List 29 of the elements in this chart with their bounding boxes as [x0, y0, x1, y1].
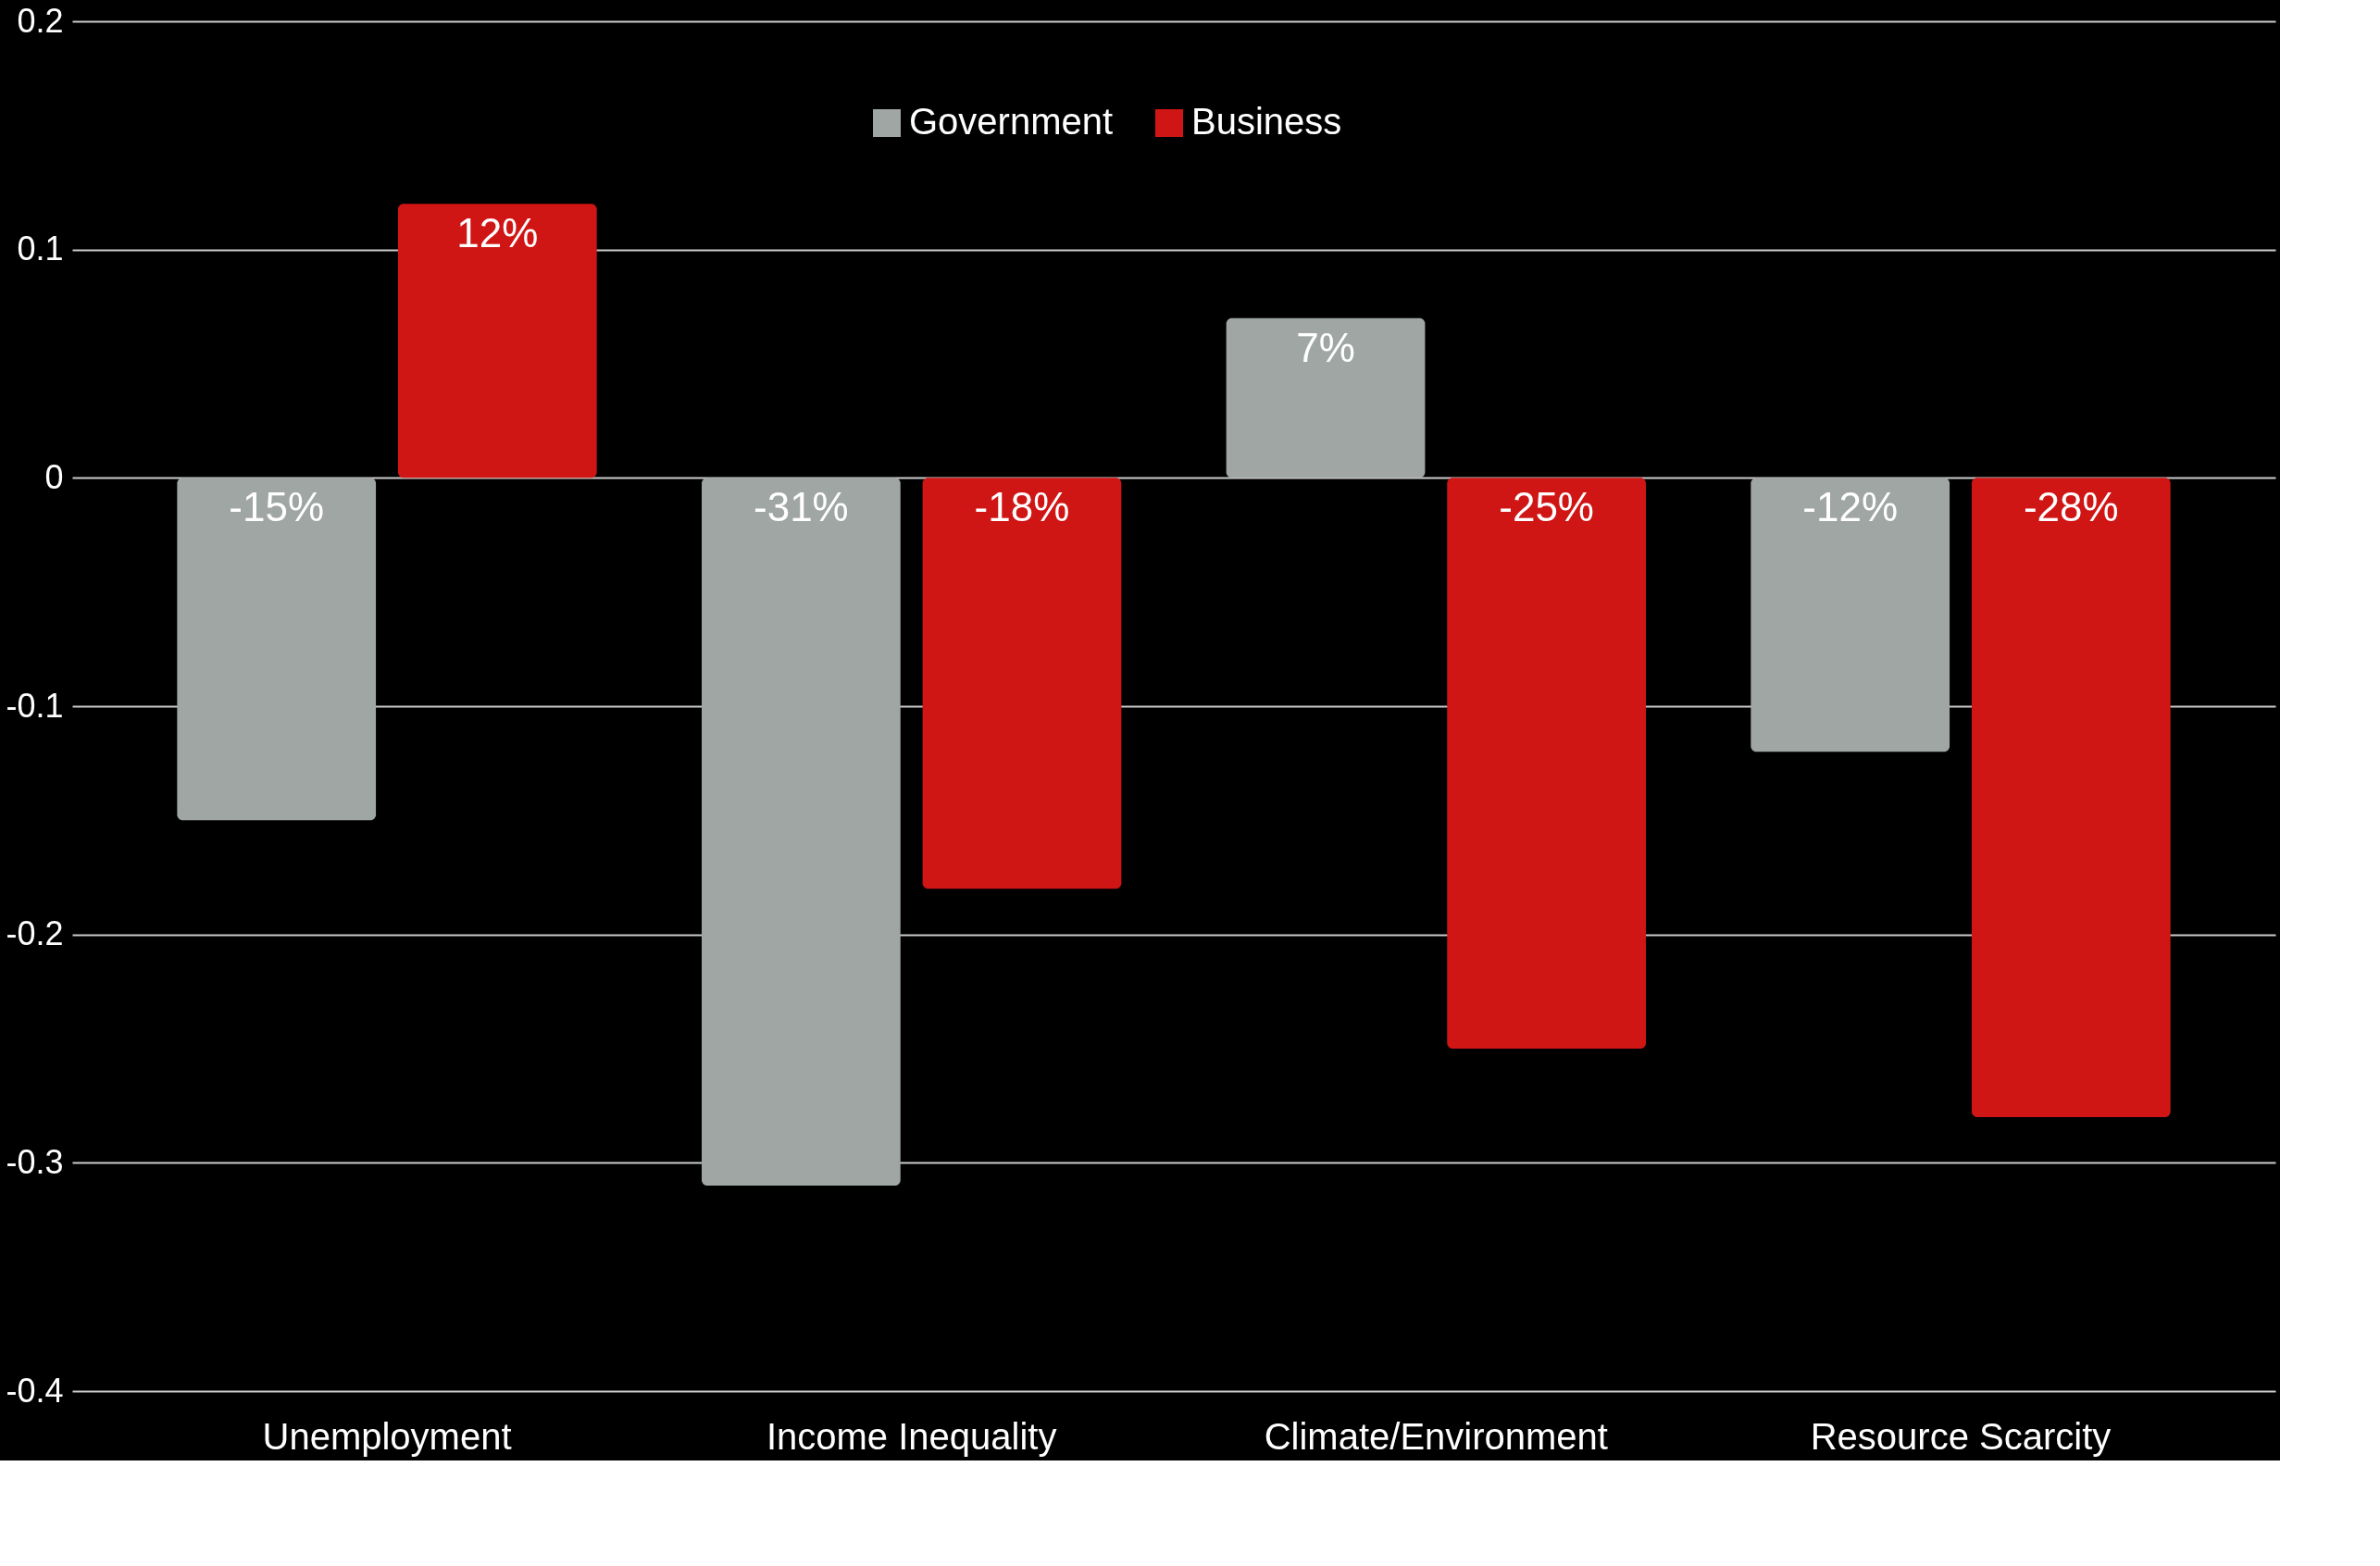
y-tick-label: 0.2	[17, 1, 64, 40]
legend-label: Government	[909, 101, 1114, 142]
legend-label: Business	[1191, 101, 1342, 142]
y-tick-label: 0.1	[17, 230, 64, 268]
bar	[922, 478, 1122, 889]
data-label: 12%	[456, 210, 539, 256]
data-label: -12%	[1802, 484, 1899, 530]
y-tick-label: -0.2	[6, 914, 64, 953]
data-label: -18%	[974, 484, 1070, 530]
bar	[177, 478, 377, 821]
data-label: -25%	[1499, 484, 1594, 530]
data-label: -31%	[754, 484, 849, 530]
x-tick-label: Climate/Environment	[1264, 1415, 1608, 1457]
bar	[1226, 317, 1426, 478]
bar	[1751, 478, 1950, 752]
x-tick-label: Unemployment	[262, 1415, 512, 1457]
x-tick-label: Resource Scarcity	[1810, 1415, 2112, 1457]
y-tick-label: -0.3	[6, 1142, 64, 1181]
x-tick-label: Income Inequality	[766, 1415, 1057, 1457]
y-tick-label: -0.1	[6, 686, 64, 725]
y-tick-label: -0.4	[6, 1371, 64, 1410]
bar	[397, 204, 597, 478]
bar	[702, 478, 901, 1186]
data-label: 7%	[1296, 324, 1355, 370]
y-tick-label: 0	[44, 457, 64, 496]
bar	[1447, 478, 1646, 1049]
data-label: -28%	[2023, 484, 2119, 530]
data-label: -15%	[229, 484, 325, 530]
bar	[1971, 478, 2171, 1117]
